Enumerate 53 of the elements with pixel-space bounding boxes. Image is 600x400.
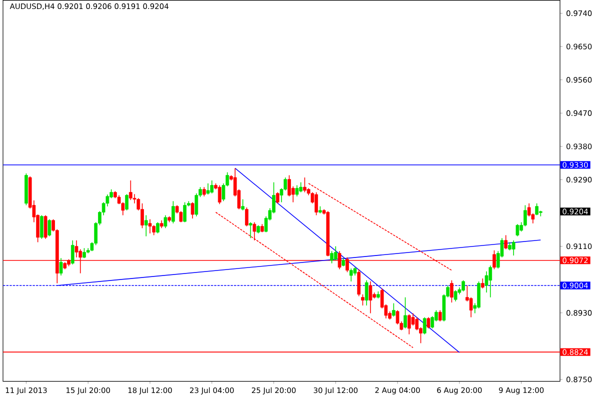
candlestick	[512, 240, 516, 256]
candlestick	[407, 314, 411, 335]
candlestick	[59, 258, 63, 276]
candlestick	[450, 280, 454, 303]
candlestick	[144, 214, 148, 237]
candlestick	[48, 218, 52, 237]
candlestick	[364, 280, 368, 306]
candlestick	[516, 224, 520, 237]
candlestick	[504, 234, 508, 250]
candlestick	[206, 182, 210, 195]
candlestick	[430, 316, 434, 329]
candlestick	[299, 182, 303, 193]
candlestick	[349, 268, 353, 282]
candlestick	[357, 268, 361, 296]
candlestick	[488, 264, 492, 298]
candlestick	[70, 240, 74, 265]
candlestick	[245, 206, 248, 227]
candlestick	[183, 202, 186, 222]
candlestick	[303, 176, 306, 193]
candlestick	[422, 316, 426, 335]
candlestick	[295, 184, 299, 197]
candlestick	[125, 194, 128, 211]
candlestick	[202, 186, 206, 197]
candlestick	[426, 316, 430, 329]
candlestick	[248, 222, 252, 238]
candlestick	[172, 200, 175, 224]
candlestick	[164, 214, 168, 228]
candlestick	[44, 214, 48, 240]
candlestick	[454, 290, 458, 302]
candlestick	[361, 294, 364, 306]
candlestick	[276, 192, 280, 204]
candlestick	[438, 310, 442, 322]
candlestick	[40, 214, 44, 240]
candlestick	[241, 198, 244, 211]
candlestick	[148, 218, 152, 234]
candlestick	[368, 280, 372, 314]
candlestick	[392, 302, 396, 317]
candlestick	[404, 296, 407, 329]
candlestick	[480, 278, 484, 289]
candlestick	[128, 180, 132, 200]
candlestick	[524, 204, 527, 227]
candlestick	[330, 250, 334, 264]
candlestick	[462, 280, 465, 292]
candlestick	[415, 316, 419, 331]
candlestick	[156, 222, 160, 234]
candlestick	[82, 248, 86, 258]
candlestick	[210, 180, 214, 194]
candlestick	[194, 192, 198, 217]
candlestick	[218, 184, 222, 204]
candlestick	[190, 202, 194, 219]
candlestick	[314, 192, 318, 216]
candlestick	[252, 222, 256, 241]
candlestick	[334, 246, 338, 261]
